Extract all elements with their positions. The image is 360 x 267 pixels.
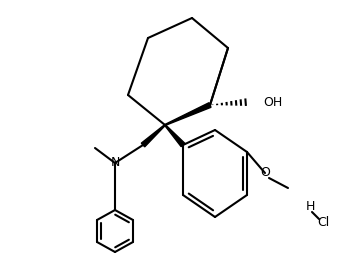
Text: N: N	[110, 156, 120, 170]
Polygon shape	[165, 125, 185, 147]
Text: OH: OH	[263, 96, 282, 108]
Text: O: O	[260, 167, 270, 179]
Polygon shape	[141, 125, 165, 147]
Text: Cl: Cl	[317, 215, 329, 229]
Polygon shape	[165, 103, 211, 125]
Text: H: H	[305, 201, 315, 214]
